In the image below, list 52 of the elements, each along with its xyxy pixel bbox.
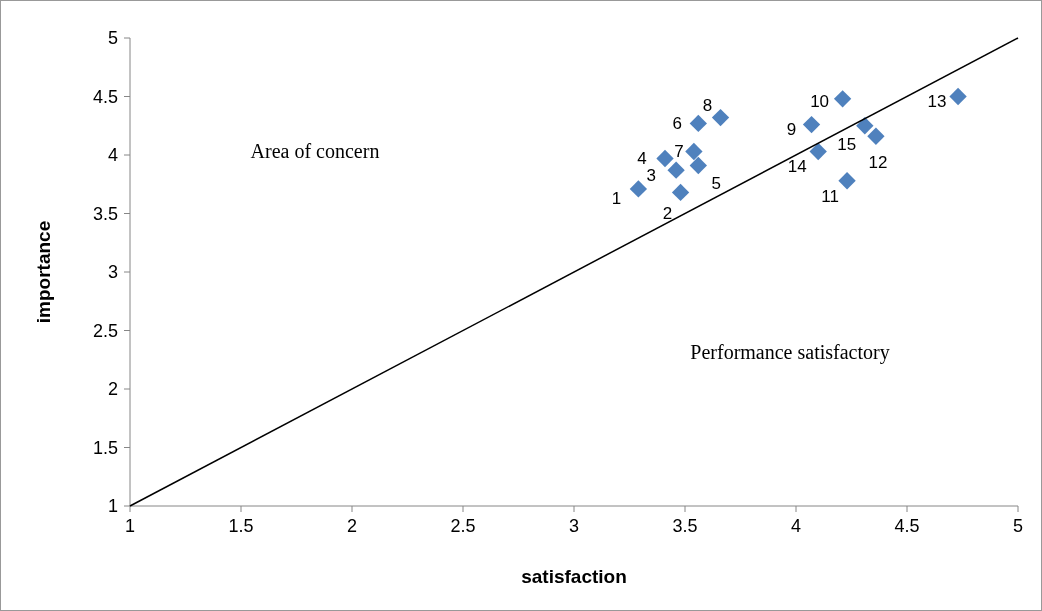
annotation: 2 bbox=[662, 203, 673, 223]
y-tick-label: 4 bbox=[107, 145, 118, 165]
y-tick-label: 2 bbox=[107, 379, 118, 399]
point bbox=[689, 114, 707, 133]
annotation: 8 bbox=[702, 96, 713, 116]
x-tick-label: 2.5 bbox=[450, 516, 476, 536]
x-tick-label: 3.5 bbox=[672, 516, 698, 536]
x-tick-label: 4 bbox=[790, 516, 802, 536]
annotation: 6 bbox=[672, 113, 683, 133]
point bbox=[656, 149, 674, 168]
x-axis-title: satisfaction bbox=[521, 566, 627, 587]
y-tick-label: 5 bbox=[107, 28, 118, 48]
y-tick-label: 3 bbox=[107, 262, 118, 282]
point bbox=[711, 108, 730, 127]
annotation: 11 bbox=[821, 187, 839, 207]
point bbox=[629, 180, 648, 198]
point bbox=[667, 161, 685, 179]
annotation: 7 bbox=[674, 141, 684, 161]
annotation: 1 bbox=[611, 189, 622, 209]
annotation: 15 bbox=[837, 135, 857, 155]
annotation: 10 bbox=[810, 92, 830, 112]
point bbox=[689, 156, 707, 175]
y-axis-title: importance bbox=[33, 220, 54, 324]
point bbox=[685, 142, 703, 161]
y-tick-label: 4.5 bbox=[92, 86, 118, 107]
point bbox=[949, 87, 967, 106]
annotation: 9 bbox=[786, 120, 797, 140]
annotation: 5 bbox=[711, 174, 722, 194]
point bbox=[867, 127, 885, 145]
annotation: 13 bbox=[927, 92, 947, 111]
point bbox=[802, 115, 821, 134]
point bbox=[856, 117, 874, 135]
annotation: 3 bbox=[646, 165, 656, 185]
point bbox=[833, 90, 852, 108]
annotation: Area of concern bbox=[250, 140, 380, 162]
annotation: Performance satisfactory bbox=[690, 341, 890, 364]
x-tick-label: 4.5 bbox=[894, 516, 920, 536]
x-tick-label: 1 bbox=[124, 516, 136, 536]
annotation: 4 bbox=[637, 149, 647, 169]
annotation: 12 bbox=[868, 152, 888, 172]
y-tick-label: 1 bbox=[107, 496, 118, 516]
x-tick-label: 3 bbox=[568, 516, 580, 536]
annotation: 14 bbox=[787, 156, 807, 176]
y-tick-label: 1.5 bbox=[92, 437, 118, 458]
x-tick-label: 5 bbox=[1012, 516, 1024, 536]
x-tick-label: 1.5 bbox=[228, 516, 254, 536]
point bbox=[671, 183, 690, 202]
point bbox=[838, 172, 856, 190]
point bbox=[809, 142, 827, 161]
x-tick-label: 2 bbox=[346, 516, 358, 536]
y-tick-label: 3.5 bbox=[92, 203, 118, 224]
y-tick-label: 2.5 bbox=[92, 320, 118, 341]
